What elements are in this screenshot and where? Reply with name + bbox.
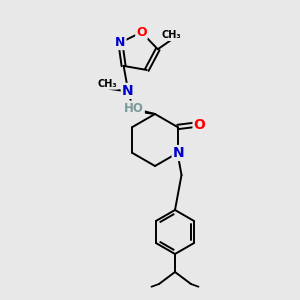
Text: O: O: [136, 26, 147, 39]
Text: CH₃: CH₃: [162, 30, 182, 40]
Text: HO: HO: [124, 101, 144, 115]
Text: N: N: [173, 146, 184, 160]
Text: N: N: [122, 84, 134, 98]
Text: N: N: [115, 36, 125, 49]
Text: O: O: [194, 118, 206, 132]
Text: CH₃: CH₃: [98, 79, 117, 89]
